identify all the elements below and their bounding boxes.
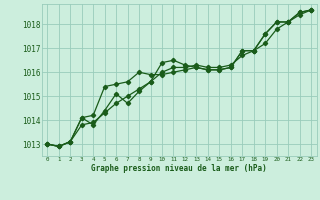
X-axis label: Graphe pression niveau de la mer (hPa): Graphe pression niveau de la mer (hPa) (91, 164, 267, 173)
